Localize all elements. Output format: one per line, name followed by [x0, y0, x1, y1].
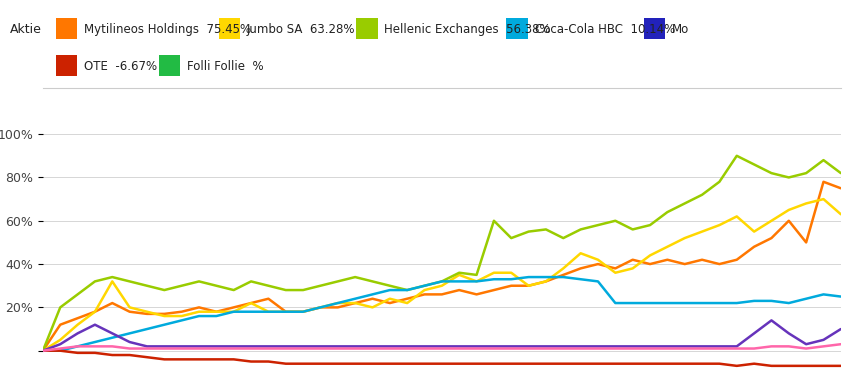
Text: Mytilineos Holdings  75.45%: Mytilineos Holdings 75.45% [84, 23, 251, 36]
Text: Hellenic Exchanges  56.38%: Hellenic Exchanges 56.38% [384, 23, 551, 36]
Text: Jumbo SA  63.28%: Jumbo SA 63.28% [247, 23, 355, 36]
Text: Coca-Cola HBC  10.14%: Coca-Cola HBC 10.14% [535, 23, 674, 36]
Text: Aktie: Aktie [10, 23, 42, 36]
Text: Folli Follie  %: Folli Follie % [187, 60, 263, 73]
Text: OTE  -6.67%: OTE -6.67% [84, 60, 157, 73]
Text: Mo: Mo [672, 23, 689, 36]
